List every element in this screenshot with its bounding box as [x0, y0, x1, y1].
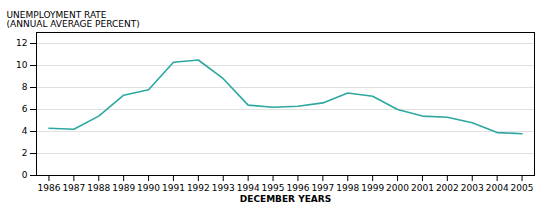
- svg-text:1994: 1994: [237, 183, 260, 193]
- svg-text:1987: 1987: [62, 183, 85, 193]
- svg-text:2003: 2003: [461, 183, 484, 193]
- svg-text:8: 8: [22, 82, 28, 92]
- svg-text:1993: 1993: [212, 183, 235, 193]
- svg-text:10: 10: [16, 60, 28, 70]
- svg-text:1996: 1996: [286, 183, 309, 193]
- svg-text:1998: 1998: [336, 183, 359, 193]
- svg-text:2001: 2001: [411, 183, 434, 193]
- svg-text:2002: 2002: [436, 183, 459, 193]
- svg-text:2004: 2004: [486, 183, 509, 193]
- svg-text:12: 12: [16, 38, 27, 48]
- svg-text:2000: 2000: [386, 183, 409, 193]
- svg-text:1986: 1986: [37, 183, 60, 193]
- svg-text:1990: 1990: [137, 183, 160, 193]
- svg-text:1997: 1997: [311, 183, 334, 193]
- svg-text:1995: 1995: [262, 183, 285, 193]
- svg-text:4: 4: [22, 126, 28, 136]
- svg-text:1988: 1988: [87, 183, 110, 193]
- svg-text:DECEMBER YEARS: DECEMBER YEARS: [240, 194, 331, 204]
- svg-text:UNEMPLOYMENT RATE(ANNUAL AVERA: UNEMPLOYMENT RATE(ANNUAL AVERAGE PERCENT…: [7, 10, 140, 29]
- svg-text:1999: 1999: [361, 183, 384, 193]
- svg-text:6: 6: [22, 104, 28, 114]
- svg-text:0: 0: [22, 170, 28, 180]
- svg-text:1989: 1989: [112, 183, 135, 193]
- svg-text:1991: 1991: [162, 183, 185, 193]
- svg-text:2: 2: [22, 148, 28, 158]
- svg-text:1992: 1992: [187, 183, 210, 193]
- svg-text:2005: 2005: [511, 183, 534, 193]
